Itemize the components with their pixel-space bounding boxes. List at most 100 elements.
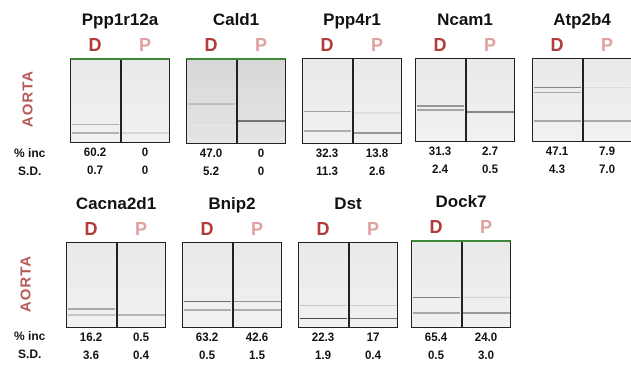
lane-label-d: D <box>429 217 443 237</box>
value-inc: 32.3 <box>315 148 339 160</box>
value-sd: 0 <box>141 165 149 177</box>
gene-name: Ppp4r1 <box>323 10 381 29</box>
gel-image <box>298 242 398 328</box>
value-inc: 22.3 <box>311 332 335 344</box>
value-sd: 5.2 <box>203 166 219 178</box>
gel-image <box>415 58 515 142</box>
gel-image <box>411 240 511 328</box>
gel-band <box>238 120 285 122</box>
value-inc: 42.6 <box>245 332 269 344</box>
tissue-label: AORTA <box>19 69 37 128</box>
gel-band <box>534 86 581 89</box>
lane-label-d: D <box>320 35 334 55</box>
gel-image <box>70 58 170 143</box>
row-label-sd: S.D. <box>18 164 42 178</box>
value-inc: 60.2 <box>83 147 107 159</box>
value-sd: 0.5 <box>482 164 498 176</box>
value-inc: 0 <box>141 147 149 159</box>
lane-divider <box>465 59 467 141</box>
lane-divider <box>120 60 122 142</box>
gel-band <box>184 300 231 303</box>
gel-band <box>234 309 281 311</box>
gel-image <box>532 58 631 142</box>
value-sd: 1.9 <box>315 350 331 362</box>
gel-band <box>584 120 631 122</box>
value-inc: 13.8 <box>365 148 389 160</box>
gel-band <box>417 105 464 107</box>
gel-band <box>300 317 347 320</box>
lane-label-p: P <box>366 219 379 239</box>
gel-band <box>534 91 581 94</box>
gel-band <box>188 103 235 105</box>
value-sd: 0 <box>257 166 265 178</box>
lane-divider <box>236 60 238 143</box>
lane-divider <box>461 242 463 327</box>
gel-band <box>304 110 351 113</box>
gene-name: Ncam1 <box>437 10 493 29</box>
value-sd: 0.5 <box>199 350 215 362</box>
gel-band <box>413 312 460 314</box>
gel-band <box>68 314 115 316</box>
value-sd: 0.7 <box>87 165 103 177</box>
lane-divider <box>352 59 354 143</box>
lane-label-d: D <box>433 35 447 55</box>
gel-band <box>122 132 169 134</box>
lane-label-p: P <box>254 35 267 55</box>
gene-name: Dock7 <box>435 192 487 211</box>
value-sd: 0.4 <box>365 350 381 362</box>
value-inc: 17 <box>366 332 380 344</box>
value-sd: 1.5 <box>249 350 265 362</box>
gel-band <box>584 86 631 89</box>
lane-label-d: D <box>204 35 218 55</box>
gel-image <box>186 58 286 144</box>
lane-label-p: P <box>138 35 151 55</box>
gel-band <box>463 312 510 314</box>
value-inc: 65.4 <box>424 332 448 344</box>
gel-band <box>354 132 401 134</box>
value-inc: 16.2 <box>79 332 103 344</box>
gel-image <box>182 242 282 328</box>
gene-name: Ppp1r12a <box>81 10 159 29</box>
gel-band <box>350 317 397 320</box>
gel-band <box>534 120 581 122</box>
gel-image <box>66 242 166 328</box>
lane-label-p: P <box>250 219 263 239</box>
value-inc: 7.9 <box>599 146 615 158</box>
gel-band <box>118 314 165 316</box>
gene-name: Cald1 <box>212 10 260 29</box>
gel-band <box>304 130 351 132</box>
value-sd: 2.6 <box>369 166 385 178</box>
lane-label-p: P <box>479 217 492 237</box>
lane-label-p: P <box>600 35 613 55</box>
lane-divider <box>232 243 234 327</box>
lane-label-p: P <box>483 35 496 55</box>
gel-band <box>234 300 281 303</box>
lane-label-d: D <box>316 219 330 239</box>
lane-divider <box>116 243 118 327</box>
gel-band <box>467 111 514 113</box>
lane-label-d: D <box>200 219 214 239</box>
value-sd: 2.4 <box>432 164 448 176</box>
lane-label-p: P <box>370 35 383 55</box>
row-label-inc: % inc <box>14 329 46 343</box>
value-inc: 24.0 <box>474 332 498 344</box>
value-inc: 63.2 <box>195 332 219 344</box>
lane-label-d: D <box>550 35 564 55</box>
lane-divider <box>348 243 350 327</box>
lane-label-d: D <box>88 35 102 55</box>
value-sd: 3.0 <box>478 350 494 362</box>
gel-band <box>72 132 119 134</box>
gel-band <box>350 304 397 307</box>
gel-band <box>184 309 231 311</box>
row-label-inc: % inc <box>14 146 46 160</box>
value-sd: 3.6 <box>83 350 99 362</box>
value-sd: 11.3 <box>316 166 338 178</box>
gel-band <box>463 296 510 299</box>
lane-divider <box>582 59 584 141</box>
value-inc: 31.3 <box>428 146 452 158</box>
lane-label-p: P <box>134 219 147 239</box>
gene-name: Cacna2d1 <box>75 194 157 213</box>
value-inc: 47.0 <box>199 148 223 160</box>
row-label-sd: S.D. <box>18 347 42 361</box>
gel-image <box>302 58 402 144</box>
